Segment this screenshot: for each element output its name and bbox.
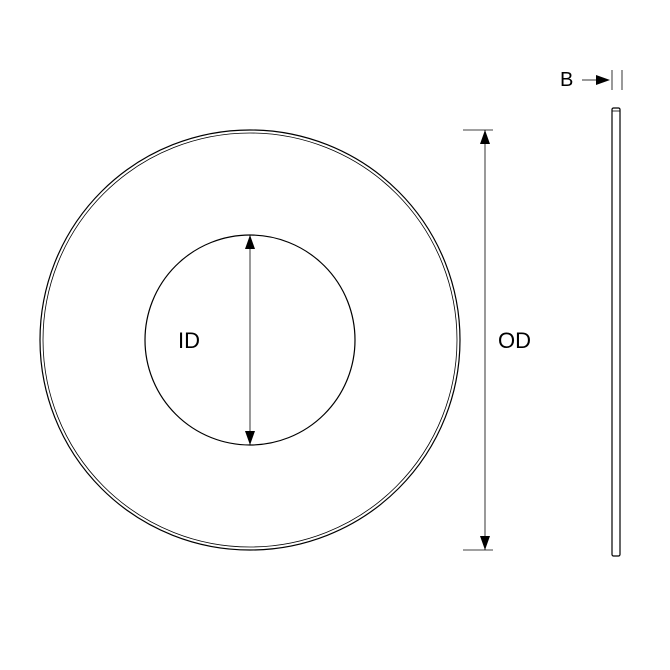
washer-side-profile (612, 108, 620, 556)
id-label: ID (178, 328, 200, 353)
arrowhead (596, 75, 610, 85)
washer-diagram: OD ID B (0, 0, 670, 670)
od-label: OD (498, 328, 531, 353)
arrowhead (245, 431, 255, 445)
arrowhead (245, 235, 255, 249)
arrowhead (480, 536, 490, 550)
b-label: B (560, 69, 573, 91)
arrowhead (480, 130, 490, 144)
